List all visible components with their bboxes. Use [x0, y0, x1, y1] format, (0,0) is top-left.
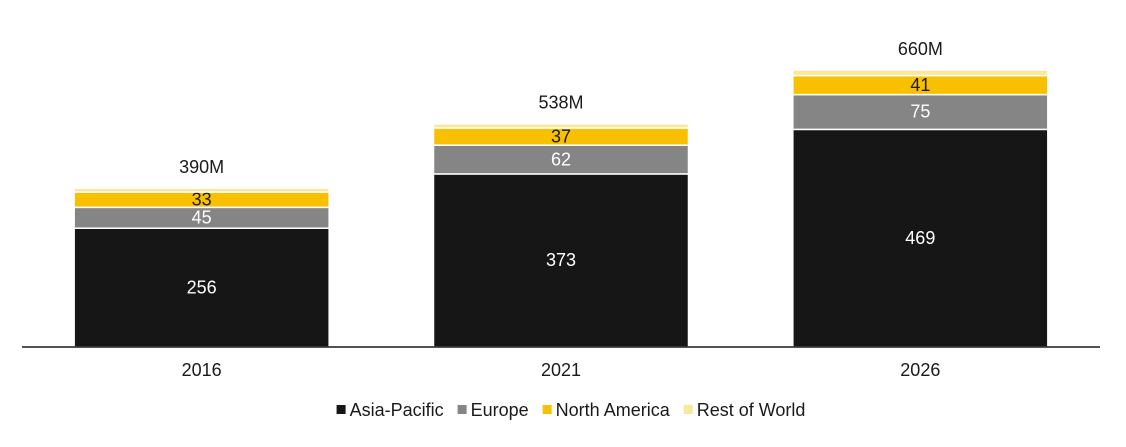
legend: Asia-Pacific Europe North America Rest of W…: [336, 400, 806, 420]
bar-segment: [73, 227, 330, 348]
x-tick-label: 2021: [541, 360, 581, 380]
data-label: 37: [551, 126, 571, 146]
total-label: 660M: [898, 39, 943, 59]
legend-label: Europe: [471, 400, 529, 420]
bar-segment: [792, 69, 1049, 77]
data-label: 256: [187, 277, 217, 297]
legend-swatch: [542, 405, 552, 414]
bar-segment: [432, 173, 690, 348]
legend-label: Asia-Pacific: [350, 400, 444, 420]
legend-label: Rest of World: [697, 400, 806, 420]
data-label: 33: [192, 189, 212, 209]
data-label: 45: [192, 208, 212, 228]
x-tick-label: 2016: [182, 360, 222, 380]
legend-swatch: [457, 405, 467, 414]
x-tick-label: 2026: [900, 360, 940, 380]
data-label: 373: [546, 250, 576, 270]
data-label: 75: [910, 102, 930, 122]
legend-swatch: [683, 405, 693, 414]
legend-label: North America: [556, 400, 671, 420]
total-label: 390M: [179, 157, 224, 177]
bar-segment: [432, 123, 690, 129]
legend-swatch: [336, 405, 346, 414]
bar-segment: [73, 187, 330, 193]
total-label: 538M: [538, 93, 583, 113]
data-label: 469: [905, 228, 935, 248]
data-label: 62: [551, 149, 571, 169]
data-label: 41: [910, 75, 930, 95]
